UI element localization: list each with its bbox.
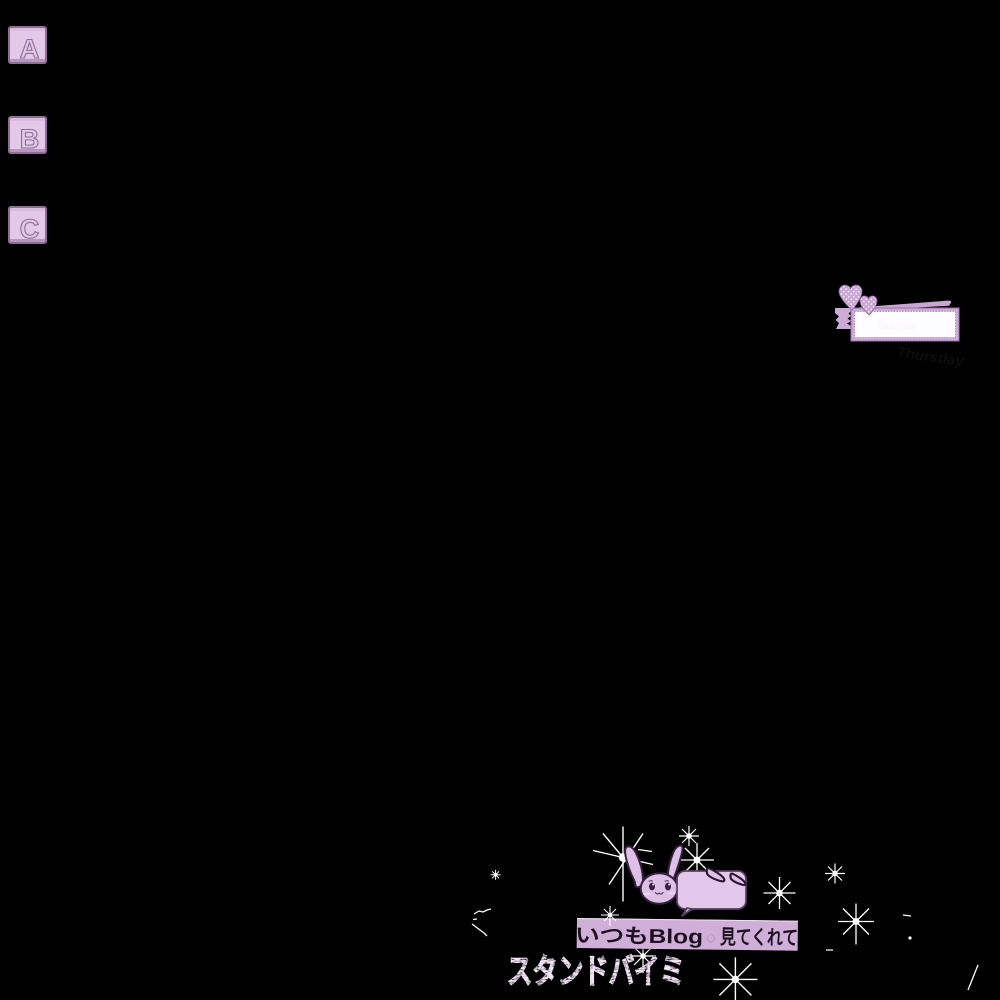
svg-text:C: C [20,214,40,244]
svg-text:Saturday: Saturday [877,321,918,332]
svg-text:スタンドバイミ: スタンドバイミ [507,953,685,991]
svg-text:B: B [20,124,40,154]
svg-text:見てくれて: 見てくれて [720,926,798,950]
svg-text:いつもBlog: いつもBlog [575,924,703,949]
svg-text:◇: ◇ [706,930,716,945]
svg-text:A: A [20,34,40,64]
